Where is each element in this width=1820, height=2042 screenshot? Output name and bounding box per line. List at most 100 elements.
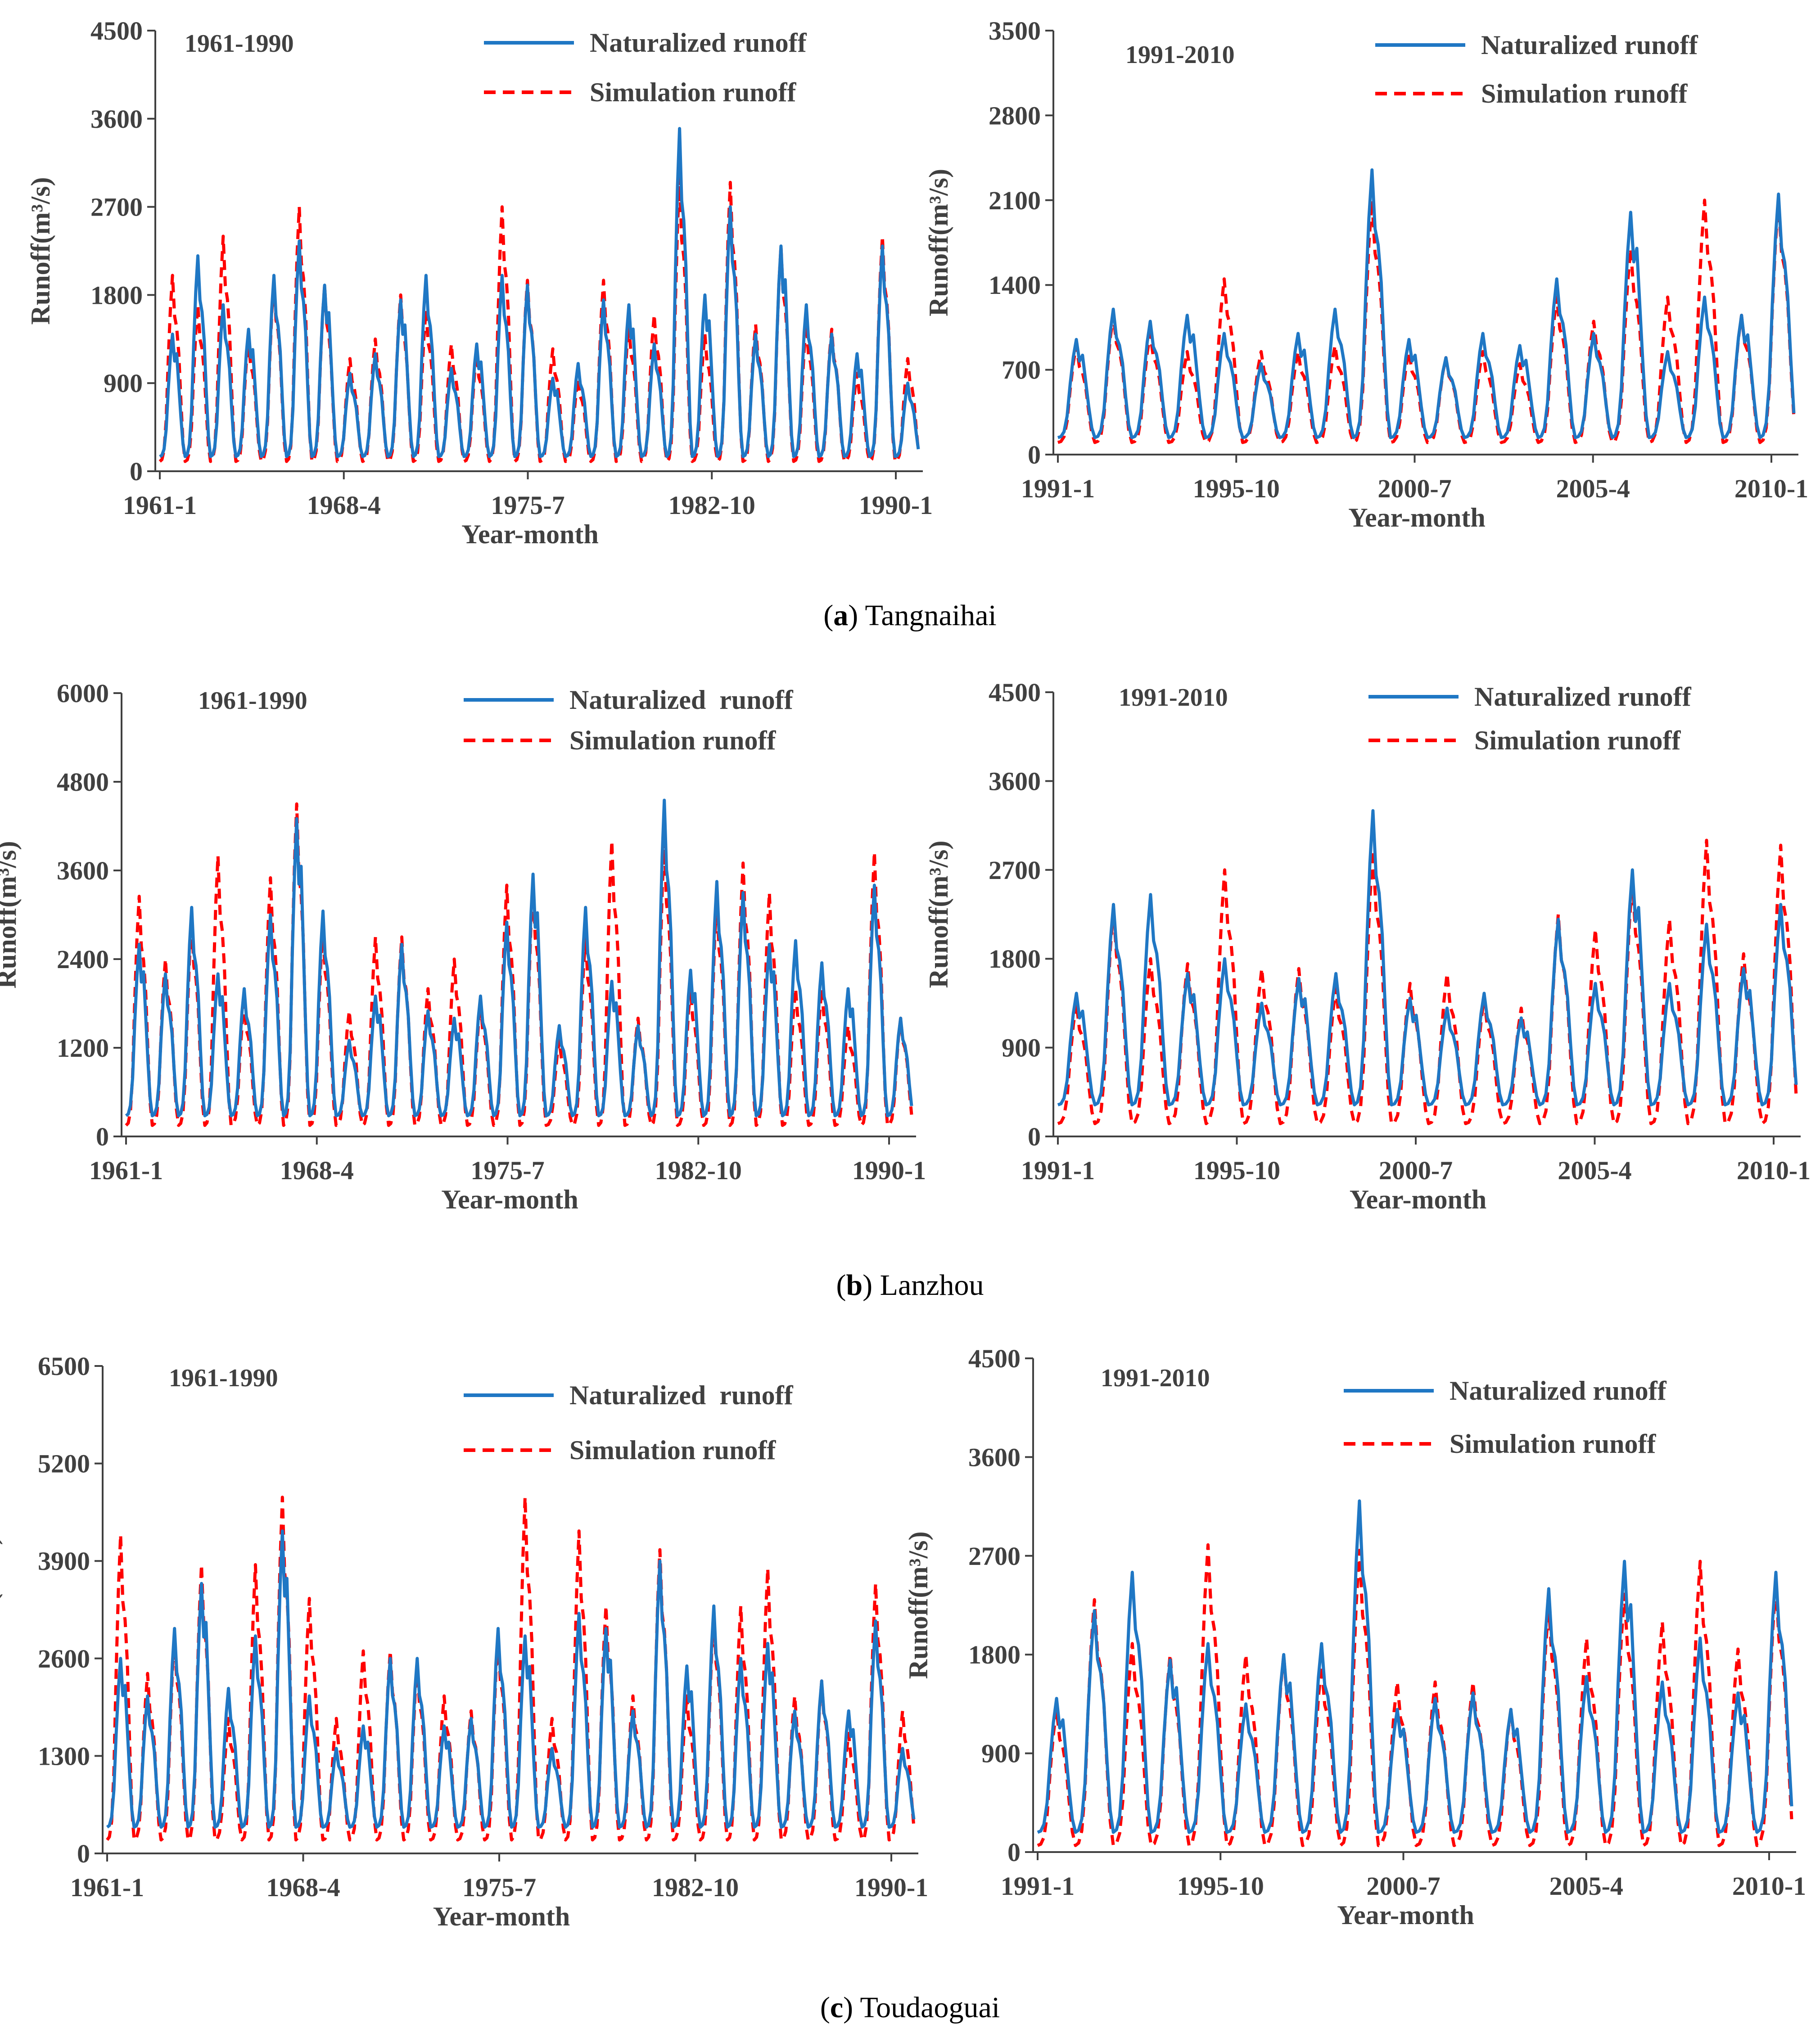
x-tick-label: 2005-4 — [1549, 1871, 1623, 1901]
y-tick-label: 2700 — [989, 856, 1041, 885]
y-tick-label: 900 — [981, 1739, 1021, 1768]
y-axis-title: Runoff(m³/s) — [26, 177, 55, 325]
legend-label-simulation: Simulation runoff — [1450, 1429, 1656, 1459]
y-tick-label: 1800 — [989, 944, 1041, 974]
x-tick-label: 2005-4 — [1558, 1156, 1631, 1185]
series-line-naturalized — [159, 127, 920, 458]
series-line-simulation — [1037, 1543, 1793, 1847]
period-label: 1991-2010 — [1101, 1364, 1210, 1392]
y-tick-label: 0 — [96, 1122, 109, 1151]
x-tick-label: 1975-7 — [470, 1156, 544, 1185]
y-axis-title: Runoff(m³/s) — [0, 1536, 3, 1684]
caption-a-letter: a — [833, 599, 849, 632]
x-tick-label: 1968-4 — [280, 1156, 354, 1185]
series-line-simulation — [106, 1496, 916, 1842]
y-tick-label: 3600 — [989, 766, 1041, 796]
x-tick-label: 1990-1 — [852, 1156, 926, 1185]
y-tick-label: 700 — [1002, 356, 1041, 385]
x-tick-label: 1995-10 — [1193, 474, 1280, 503]
chart-1: 0 900 1800 2700 3600 4500 1961-1 1968-4 1975-7 19… — [26, 16, 933, 549]
period-label: 1961-1990 — [185, 30, 294, 58]
chart-4: 0 900 1800 2700 3600 4500 1991-1 1995-10 2000-7 2… — [924, 678, 1811, 1214]
y-tick-label: 4500 — [968, 1344, 1021, 1373]
y-tick-label: 3600 — [90, 104, 143, 134]
y-tick-label: 0 — [1028, 440, 1041, 469]
caption-c-letter: c — [830, 1991, 844, 2024]
y-tick-label: 3600 — [968, 1442, 1021, 1472]
y-tick-label: 2400 — [57, 945, 109, 974]
x-tick-label: 1968-4 — [266, 1873, 340, 1902]
series-line-simulation — [1057, 838, 1798, 1125]
y-axis-title: Runoff(m³/s) — [924, 169, 953, 316]
y-tick-label: 900 — [1002, 1033, 1041, 1063]
x-tick-label: 2000-7 — [1366, 1871, 1440, 1901]
legend-label-naturalized: Naturalized runoff — [1474, 682, 1692, 712]
x-tick-label: 2010-1 — [1734, 474, 1808, 503]
y-tick-label: 4500 — [989, 678, 1041, 707]
x-axis-title: Year-month — [1337, 1900, 1474, 1930]
y-tick-label: 0 — [1028, 1122, 1041, 1151]
x-tick-label: 1990-1 — [854, 1873, 928, 1902]
caption-b-station: Lanzhou — [880, 1269, 984, 1302]
y-tick-label: 1300 — [38, 1741, 90, 1771]
series-line-naturalized — [1057, 168, 1796, 439]
series-line-naturalized — [1057, 809, 1798, 1107]
x-tick-label: 1995-10 — [1177, 1871, 1264, 1901]
series-line-simulation — [1057, 198, 1796, 444]
x-tick-label: 1995-10 — [1193, 1156, 1280, 1185]
x-tick-label: 1982-10 — [652, 1873, 739, 1902]
legend-label-naturalized: Naturalized runoff — [590, 28, 807, 58]
y-tick-label: 4800 — [57, 767, 109, 797]
period-label: 1961-1990 — [198, 687, 307, 715]
legend-label-simulation: Simulation runoff — [569, 1435, 776, 1465]
caption-c: (c) Toudaoguai — [820, 1991, 1000, 2024]
y-tick-label: 2100 — [989, 186, 1041, 215]
x-tick-label: 1991-1 — [1001, 1871, 1075, 1901]
y-tick-label: 1200 — [57, 1033, 109, 1063]
x-tick-label: 1982-10 — [655, 1156, 742, 1185]
y-tick-label: 0 — [130, 457, 143, 486]
legend-label-simulation: Simulation runoff — [590, 77, 796, 107]
period-label: 1991-2010 — [1125, 41, 1235, 69]
caption-c-station: Toudaoguai — [860, 1991, 1000, 2024]
legend-label-simulation: Simulation runoff — [1474, 726, 1681, 755]
legend-label-naturalized: Naturalized runoff — [569, 685, 794, 715]
caption-b-letter: b — [846, 1269, 863, 1302]
chart-5: 0 1300 2600 3900 5200 6500 1961-1 1968-4 1975-7 1… — [0, 1352, 928, 1931]
series-line-naturalized — [125, 798, 913, 1118]
legend-label-naturalized: Naturalized runoff — [569, 1380, 794, 1410]
x-tick-label: 2010-1 — [1732, 1871, 1806, 1901]
y-tick-label: 3600 — [57, 856, 109, 885]
period-label: 1961-1990 — [169, 1364, 278, 1392]
x-tick-label: 1975-7 — [462, 1873, 536, 1902]
x-tick-label: 1961-1 — [70, 1873, 144, 1902]
x-axis-title: Year-month — [1348, 503, 1485, 532]
y-axis-title: Runoff(m³/s) — [903, 1532, 933, 1679]
y-tick-label: 0 — [1007, 1838, 1021, 1867]
x-axis-title: Year-month — [461, 519, 598, 549]
x-tick-label: 1991-1 — [1021, 1156, 1095, 1185]
y-tick-label: 3900 — [38, 1546, 90, 1576]
series-line-naturalized — [106, 1529, 916, 1829]
x-tick-label: 2010-1 — [1737, 1156, 1811, 1185]
y-tick-label: 6500 — [38, 1352, 90, 1381]
chart-6: 0 900 1800 2700 3600 4500 1991-1 1995-10 2000-7 2… — [903, 1344, 1806, 1930]
y-tick-label: 6000 — [57, 679, 109, 708]
x-tick-label: 1975-7 — [491, 491, 565, 520]
y-tick-label: 3500 — [989, 16, 1041, 45]
series-line-naturalized — [1037, 1499, 1793, 1834]
x-axis-title: Year-month — [1350, 1185, 1486, 1214]
x-tick-label: 2005-4 — [1556, 474, 1630, 503]
y-tick-label: 900 — [104, 369, 143, 398]
y-tick-label: 1400 — [989, 270, 1041, 300]
x-tick-label: 1961-1 — [123, 491, 197, 520]
x-tick-label: 1990-1 — [859, 491, 933, 520]
x-axis-title: Year-month — [441, 1185, 578, 1214]
y-axis-title: Runoff(m³/s) — [924, 841, 953, 988]
chart-3: 0 1200 2400 3600 4800 6000 1961-1 1968-4 1975-7 1… — [0, 679, 926, 1214]
y-tick-label: 0 — [77, 1839, 90, 1868]
x-tick-label: 2000-7 — [1377, 474, 1451, 503]
caption-b: (b) Lanzhou — [836, 1269, 984, 1302]
x-tick-label: 1968-4 — [307, 491, 381, 520]
